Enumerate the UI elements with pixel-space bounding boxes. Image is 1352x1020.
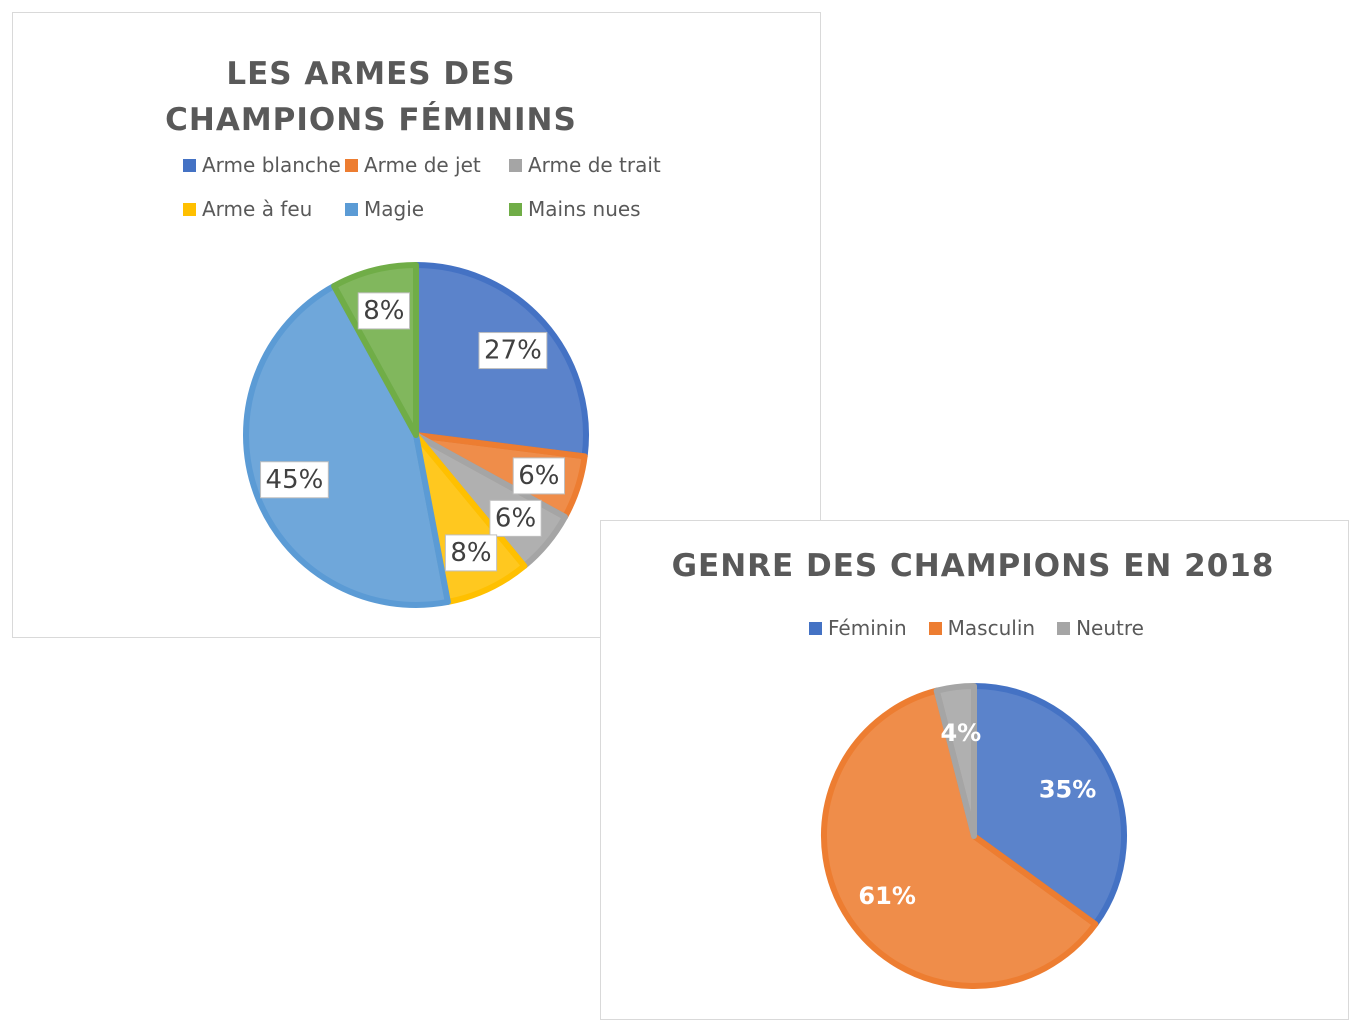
legend-label: Féminin bbox=[828, 616, 907, 640]
legend-swatch bbox=[183, 158, 196, 172]
pie-area: 35% 61% 4% bbox=[821, 683, 1127, 989]
legend-item: Arme de trait bbox=[509, 153, 679, 177]
legend-label: Magie bbox=[364, 197, 425, 221]
legend-item: Magie bbox=[345, 197, 509, 221]
data-label: 27% bbox=[484, 336, 542, 366]
pie-slice bbox=[821, 687, 1099, 989]
legend-item: Féminin bbox=[809, 616, 907, 640]
data-label: 61% bbox=[858, 882, 915, 910]
legend-label: Arme de trait bbox=[528, 153, 661, 177]
legend-swatch bbox=[345, 202, 358, 216]
legend-label: Neutre bbox=[1076, 616, 1144, 640]
legend-item: Masculin bbox=[928, 616, 1036, 640]
pie-slice bbox=[243, 283, 451, 608]
pie-area: 27%6%6%8%45%8% bbox=[243, 262, 589, 608]
legend-label: Arme à feu bbox=[202, 197, 313, 221]
chart-title: GENRE DES CHAMPIONS EN 2018 bbox=[671, 548, 1275, 584]
legend: Arme blanche Arme de jet Arme de trait Arme… bbox=[183, 153, 679, 221]
data-label: 35% bbox=[1039, 775, 1096, 803]
legend-item: Arme à feu bbox=[183, 197, 345, 221]
data-label: 45% bbox=[266, 465, 324, 495]
legend-swatch bbox=[509, 202, 522, 216]
legend-swatch bbox=[509, 158, 522, 172]
legend-item: Arme blanche bbox=[183, 153, 345, 177]
legend-swatch bbox=[345, 158, 358, 172]
data-label-box bbox=[489, 499, 542, 537]
chart-panel: GENRE DES CHAMPIONS EN 2018 Féminin Mascu… bbox=[600, 520, 1349, 1020]
legend-label: Masculin bbox=[947, 616, 1036, 640]
legend-swatch bbox=[1057, 621, 1071, 635]
data-label-box bbox=[478, 332, 548, 370]
data-label-box bbox=[512, 457, 566, 495]
data-label: 6% bbox=[495, 503, 536, 533]
legend-item: Neutre bbox=[1057, 616, 1144, 640]
data-label-box bbox=[357, 292, 410, 330]
legend-item: Mains nues bbox=[509, 197, 679, 221]
data-label-box bbox=[260, 461, 329, 499]
legend-item: Arme de jet bbox=[345, 153, 509, 177]
legend-label: Mains nues bbox=[528, 197, 641, 221]
data-label-box bbox=[444, 534, 498, 572]
pie-slice bbox=[933, 683, 977, 839]
data-label: 4% bbox=[940, 719, 981, 747]
data-label: 8% bbox=[450, 538, 491, 568]
legend-swatch bbox=[809, 621, 822, 635]
chart-title: LES ARMES DES CHAMPIONS FÉMININS bbox=[165, 56, 577, 138]
pie-slice bbox=[971, 683, 1127, 928]
chart-panel: LES ARMES DES CHAMPIONS FÉMININS Arme bl… bbox=[12, 12, 821, 638]
legend-swatch bbox=[928, 621, 942, 635]
data-label: 6% bbox=[518, 461, 559, 491]
legend: Féminin Masculin Neutre bbox=[809, 616, 1144, 640]
legend-label: Arme de jet bbox=[364, 153, 481, 177]
legend-swatch bbox=[183, 202, 196, 216]
data-label: 8% bbox=[363, 296, 404, 326]
legend-label: Arme blanche bbox=[202, 153, 341, 177]
